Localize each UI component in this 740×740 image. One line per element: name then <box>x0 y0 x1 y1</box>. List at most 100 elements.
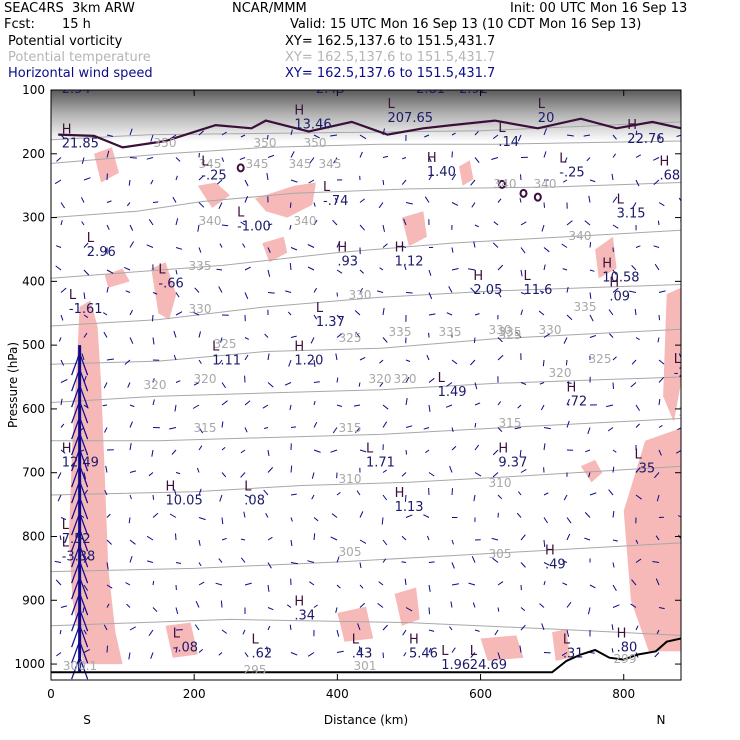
wind-barb <box>147 560 154 563</box>
wind-barb <box>611 624 614 631</box>
y-tick-label: 100 <box>22 83 45 97</box>
wind-barb <box>519 645 522 653</box>
wind-barb <box>218 652 223 656</box>
wind-barb <box>612 449 617 453</box>
wind-barb <box>152 607 158 613</box>
wind-barb <box>267 154 275 158</box>
wind-barb <box>148 472 154 477</box>
wind-barb <box>520 292 526 295</box>
wind-barb <box>566 533 571 541</box>
hl-letter: L <box>173 626 181 641</box>
jet-barb-right <box>79 560 89 584</box>
wind-barb <box>285 290 292 293</box>
wind-barb <box>497 292 502 298</box>
wind-barb <box>267 536 273 541</box>
wind-barb <box>497 494 503 500</box>
wind-barb <box>198 488 202 496</box>
wind-barb <box>308 179 315 184</box>
wind-barb <box>290 335 297 338</box>
wind-barb <box>382 652 384 658</box>
wind-barb <box>682 405 684 410</box>
jet-barb-right <box>79 384 89 408</box>
theta-label-305: 305 <box>489 547 512 561</box>
wind-barb <box>336 292 338 297</box>
wind-barb <box>492 472 499 478</box>
wind-barb <box>355 331 361 338</box>
theta-label-340: 340 <box>534 177 557 191</box>
hl-letter: L <box>524 269 532 284</box>
wind-barb <box>451 583 459 586</box>
wind-barb <box>198 539 201 546</box>
wind-barb <box>543 562 550 566</box>
wind-barb <box>682 293 684 299</box>
wind-barb <box>128 652 131 660</box>
wind-barb <box>54 560 62 563</box>
wind-barb <box>446 382 453 387</box>
wind-barb <box>152 292 158 295</box>
theta-contour-325 <box>51 328 681 365</box>
wind-barb <box>169 427 177 430</box>
wind-barb <box>198 649 204 653</box>
wind-barb <box>517 404 522 409</box>
hl-value: 2.54 <box>62 82 91 97</box>
wind-barb <box>471 555 476 563</box>
hl-letter: H <box>660 154 670 169</box>
wind-barb <box>656 494 660 502</box>
wind-barb <box>587 607 591 615</box>
hl-letter: L <box>366 441 374 456</box>
wind-barb <box>336 492 341 496</box>
pv-region <box>165 622 198 658</box>
wind-barb <box>635 494 642 500</box>
wind-barb <box>658 359 665 365</box>
wind-barb <box>497 607 500 612</box>
wind-barb <box>494 629 499 636</box>
hl-value: .62 <box>252 647 273 662</box>
theta-label-335: 335 <box>389 325 412 339</box>
field-xy-wind: XY= 162.5,137.6 to 151.5,431.7 <box>285 66 496 81</box>
axes: 100 200 300 400 500 600 700 800 900 1000 0 200 400 60… <box>14 83 681 701</box>
theta-label-320: 320 <box>194 372 217 386</box>
wind-barb <box>146 535 154 541</box>
hl-value: 21.85 <box>62 136 99 151</box>
valid-time: Valid: 15 UTC Mon 16 Sep 13 (10 CDT Mon … <box>290 17 642 32</box>
wind-barb <box>267 562 272 569</box>
wind-barb <box>468 268 476 271</box>
wind-barb <box>630 382 637 388</box>
wind-barb <box>635 423 640 428</box>
hl-letter: L <box>563 633 571 648</box>
hl-letter: L <box>388 97 396 112</box>
theta-label-300.1: 300.1 <box>63 659 97 673</box>
wind-barb <box>216 179 223 185</box>
wind-barb <box>56 157 62 162</box>
wind-barb <box>152 580 155 586</box>
wind-barb <box>60 517 67 521</box>
wind-barb <box>150 179 154 185</box>
hl-letter: H <box>627 118 637 133</box>
wind-barb <box>543 202 545 208</box>
wind-barb <box>198 175 204 181</box>
wind-barb <box>267 353 270 361</box>
wind-barb <box>123 266 131 271</box>
wind-barb <box>175 472 181 475</box>
theta-label-335: 335 <box>189 259 212 273</box>
hl-letter: L <box>498 121 506 136</box>
theta-contour-305 <box>51 542 681 573</box>
wind-barb <box>451 562 455 569</box>
wind-barb <box>244 494 252 499</box>
wind-barb <box>152 314 154 322</box>
wind-barb <box>541 224 545 232</box>
hl-letter: L <box>352 633 360 648</box>
tropopause-line <box>58 117 681 149</box>
wind-barb <box>428 377 435 383</box>
wind-barb <box>175 607 179 615</box>
hl-value: 1.12 <box>395 254 424 269</box>
x-end-label-north: N <box>657 713 666 727</box>
hl-value: 12.49 <box>62 455 99 470</box>
wind-barb <box>635 404 641 411</box>
wind-barb <box>106 562 109 570</box>
wind-barb <box>404 264 407 271</box>
wind-barb <box>83 269 90 276</box>
wind-barb <box>290 151 295 158</box>
wind-barb <box>589 242 592 248</box>
wind-barb <box>565 359 568 366</box>
